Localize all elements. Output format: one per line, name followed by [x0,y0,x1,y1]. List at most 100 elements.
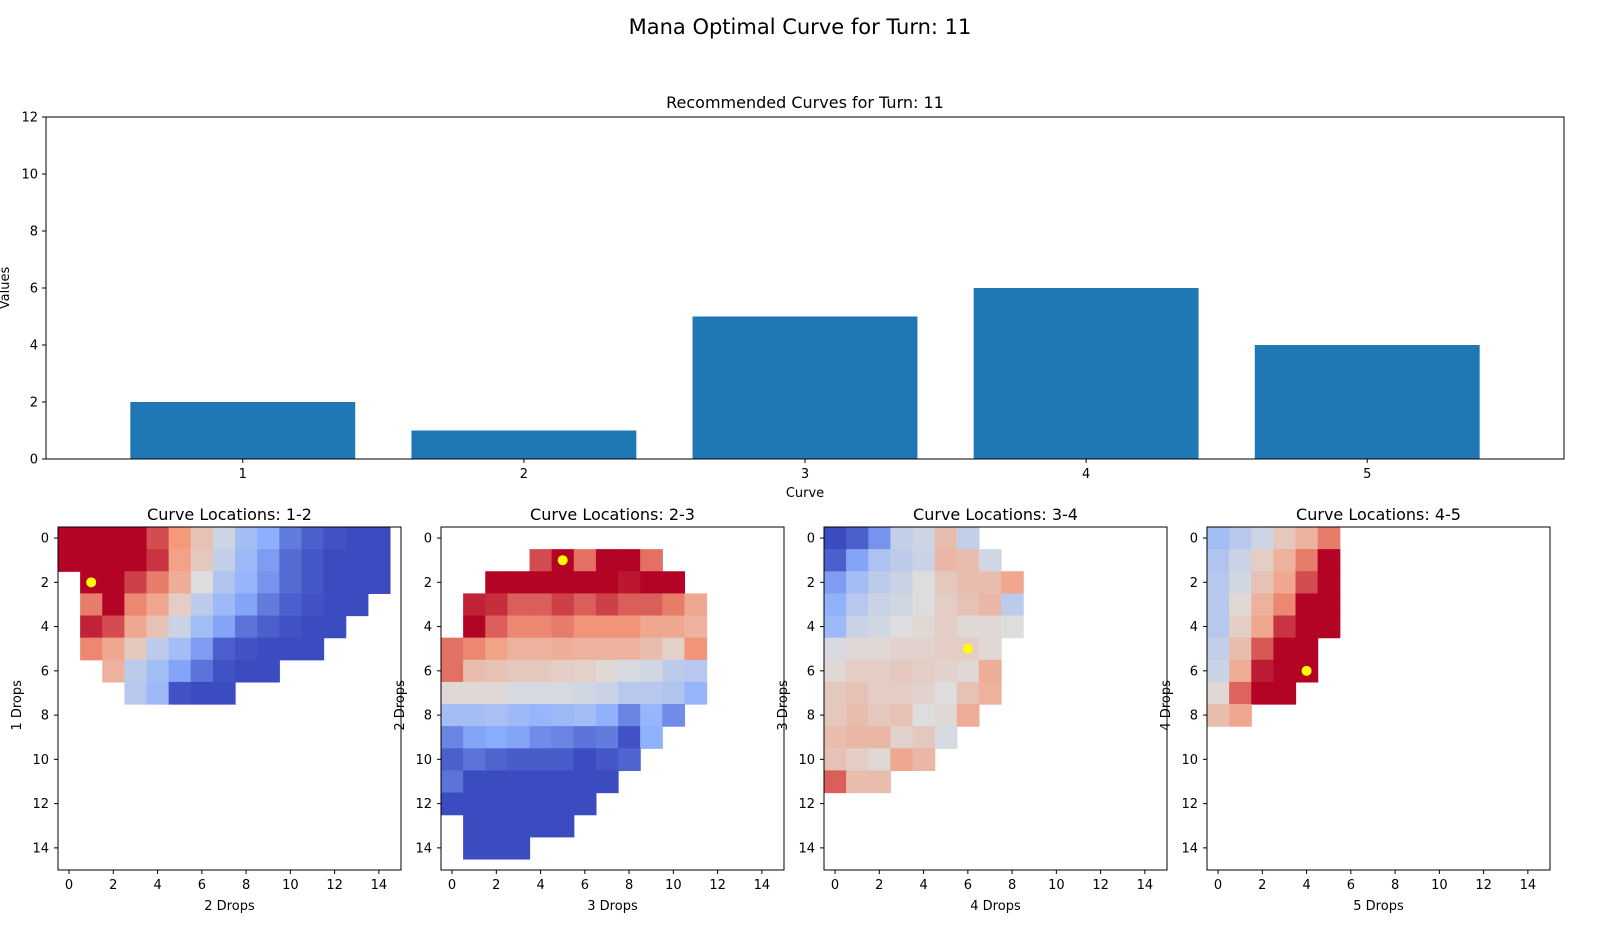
heatmap-cell [1001,593,1024,617]
heatmap-cell [212,527,236,550]
heatmap-cell [212,549,236,572]
heatmap-cell [507,659,531,683]
heatmap-cell [124,571,148,594]
heatmap-cell [846,659,869,683]
heatmap-cell [463,659,486,683]
heatmap-cell [912,571,936,594]
heatmap-cell [485,770,508,794]
heatmap-cell [367,527,391,550]
heatmap-cell [640,637,663,661]
heatmap-cell [978,637,1002,661]
heatmap-cell [485,615,508,639]
heatmap-cell [190,659,214,683]
heatmap-cell [301,527,325,550]
heatmap-cell [912,659,936,683]
heatmap-cell [868,593,891,617]
heatmap-cell [463,748,486,772]
heatmap-cell [301,549,325,572]
y-tick-label: 0 [30,453,38,468]
heatmap-cell [463,615,486,639]
x-tick-label: 3 [801,467,809,482]
heatmap-cell [345,593,369,617]
heatmap-cell [507,814,531,838]
heatmap-cell [58,549,81,572]
bar-3 [692,316,918,459]
heatmap-cell [1295,527,1319,550]
heatmap-cell [190,593,214,617]
heatmap-cell [80,549,103,572]
heatmap-xlabel: 3 Drops [587,899,638,914]
heatmap-cell [662,571,686,594]
heatmap-cell [507,836,531,860]
heatmap-cell [912,637,936,661]
y-tick-label: 8 [41,709,49,724]
heatmap-cell [978,681,1002,705]
heatmap-cell [146,637,170,661]
heatmap-cell [551,615,575,639]
y-tick-label: 2 [807,576,815,591]
heatmap-cell [890,571,914,594]
heatmap-cell [507,792,531,816]
heatmap-cell [640,704,663,727]
optimal-point-marker [86,577,97,588]
heatmap-cell [441,748,464,772]
heatmap-cell [463,726,486,749]
x-tick-label: 12 [1475,878,1492,893]
heatmap-cell [463,792,486,816]
heatmap-cell [868,527,891,550]
heatmap-cell [618,704,641,727]
y-tick-label: 14 [415,841,432,856]
heatmap-cell [824,748,847,772]
heatmap-ylabel: 1 Drops [10,680,25,731]
optimal-point-marker [1301,665,1312,676]
heatmap-cell [978,615,1002,639]
heatmap-cell [529,704,553,727]
heatmap-cell [367,571,391,594]
heatmap-cell [1229,527,1252,550]
heatmap-cell [507,748,531,772]
y-tick-label: 0 [807,532,815,547]
heatmap-cell [235,637,258,661]
heatmap-cell [890,659,914,683]
heatmap-cell [1207,571,1230,594]
heatmap-cell [978,659,1002,683]
y-tick-label: 8 [30,225,38,240]
heatmap-cell [1207,637,1230,661]
y-tick-label: 8 [1190,709,1198,724]
heatmap-cell [485,681,508,705]
heatmap-cell [868,659,891,683]
heatmap-cell [235,659,258,683]
heatmap-cell [58,527,81,550]
heatmap-cell [507,770,531,794]
heatmap-cell [102,593,125,617]
heatmap-cell [257,593,280,617]
heatmap-cell [507,637,531,661]
heatmap-cell [890,748,914,772]
heatmap-cell [485,659,508,683]
heatmap-cell [257,637,280,661]
heatmap-cell [146,615,170,639]
heatmap-4-5: Curve Locations: 4-5 0 0 2 2 4 4 6 6 8 8 10 10 12 12 14… [1159,505,1551,914]
heatmap-cell [573,593,597,617]
heatmap-cell [1273,637,1297,661]
heatmap-cell [1229,571,1252,594]
x-tick-label: 5 [1363,467,1371,482]
x-tick-label: 6 [1347,878,1355,893]
heatmap-cell [190,637,214,661]
heatmap-cell [934,571,958,594]
heatmap-cell [684,615,708,639]
heatmap-cell [235,571,258,594]
heatmap-cell [551,571,575,594]
heatmap-cell [890,726,914,749]
heatmap-cell [323,571,347,594]
heatmap-cell [529,814,553,838]
heatmap-cell [279,527,303,550]
heatmap-cell [912,681,936,705]
heatmap-cell [301,637,325,661]
heatmap-cell [1251,681,1274,705]
heatmap-cell [912,726,936,749]
y-tick-label: 4 [30,339,38,354]
heatmap-cell [1207,704,1230,727]
x-tick-label: 1 [239,467,247,482]
heatmap-cell [868,681,891,705]
